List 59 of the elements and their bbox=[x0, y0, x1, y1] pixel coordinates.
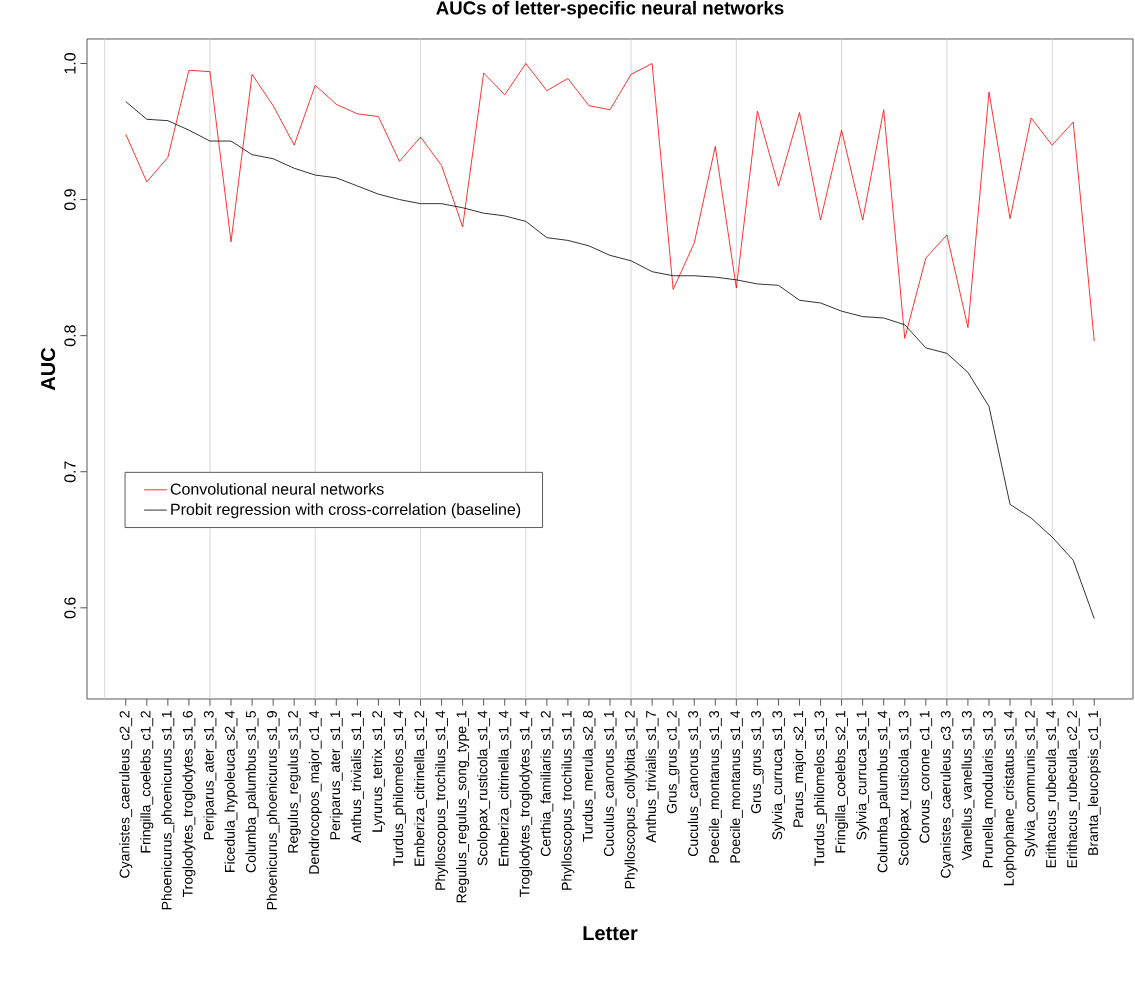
x-tick-label: Fringilla_coelebs_c1_2 bbox=[140, 711, 154, 853]
x-tick-label: Phylloscopus_trochilus_s1_4 bbox=[435, 710, 449, 890]
x-tick-label: Troglodytes_troglodytes_s1_6 bbox=[182, 711, 196, 898]
x-tick-label: Periparus_ater_s1_3 bbox=[203, 711, 217, 840]
x-tick-label: Anthus_trivialis_s1_1 bbox=[350, 711, 364, 843]
line-series bbox=[125, 101, 1095, 620]
legend-label: Probit regression with cross-correlation (baseline) bbox=[171, 503, 521, 519]
x-tick-label: Regulus_regulus_song_type_1 bbox=[456, 711, 470, 903]
x-tick-label: Dendrocopos_major_c1_4 bbox=[308, 710, 322, 874]
x-tick-label: Prunella_modularis_s1_3 bbox=[982, 711, 996, 868]
x-tick-label: Columba_palumbus_s1_5 bbox=[245, 711, 259, 873]
x-tick-label: Phylloscopus_trochilus_s1_1 bbox=[561, 711, 575, 890]
x-tick-label: Ficedula_hypoleuca_s2_4 bbox=[224, 710, 238, 872]
x-tick-label: Poecile_montanus_s1_4 bbox=[729, 710, 743, 863]
x-tick-label: Corvus_corone_c1_1 bbox=[919, 711, 933, 843]
x-tick-label: Sylvia_communis_s1_2 bbox=[1024, 711, 1038, 857]
x-tick-label: Fringilla_coelebs_s2_1 bbox=[835, 711, 849, 853]
x-tick-label: Phylloscopus_collybita_s1_2 bbox=[624, 711, 638, 889]
y-axis-title: AUC bbox=[40, 347, 56, 391]
x-tick-label: Lophophane_cristatus_s1_4 bbox=[1003, 710, 1017, 886]
x-tick-label: Columba_palumbus_s1_4 bbox=[877, 710, 891, 873]
x-tick-label: Parus_major_s2_1 bbox=[792, 711, 807, 827]
x-tick-label: Grus_grus_c1_2 bbox=[666, 711, 680, 814]
x-tick-label: Poecile_montanus_s1_3 bbox=[708, 711, 722, 863]
x-tick-label: Lyrurus_tetrix_s1_2 bbox=[371, 711, 385, 832]
x-tick-label: Sylvia_curruca_s1_3 bbox=[771, 711, 785, 840]
y-tick-label: 1.0 bbox=[64, 52, 76, 74]
y-tick-label: 0.6 bbox=[64, 597, 76, 619]
legend-label: Convolutional neural networks bbox=[170, 483, 384, 495]
x-tick-label: Scolopax_rusticola_s1_3 bbox=[898, 711, 912, 866]
x-tick-label: Periparus_ater_s1_1 bbox=[329, 711, 343, 840]
x-tick-label: Erithacus_rubecula_s1_4 bbox=[1045, 710, 1059, 868]
x-tick-label: Branta_leucopsis_c1_1 bbox=[1087, 711, 1101, 855]
y-tick-label: 0.7 bbox=[64, 461, 76, 483]
x-tick-label: Turdus_philomelos_s1_4 bbox=[392, 710, 406, 866]
x-tick-label: Cuculus_canorus_s1_3 bbox=[687, 711, 701, 856]
x-axis-title: Letter bbox=[583, 926, 638, 941]
x-tick-label: Scolopax_rusticola_s1_4 bbox=[477, 710, 491, 866]
x-tick-label: Cyanistes_caeruleus_c3_3 bbox=[940, 711, 954, 878]
x-tick-label: Troglodytes_troglodytes_s1_4 bbox=[519, 710, 533, 898]
x-tick-label: Vanellus_vanellus_s1_3 bbox=[961, 711, 975, 861]
x-tick-label: Cuculus_canorus_s1_1 bbox=[603, 711, 617, 856]
x-tick-label: Phoenicurus_phoenicurus_s1_9 bbox=[266, 711, 280, 910]
x-tick-label: Sylvia_curruca_s1_1 bbox=[856, 711, 870, 840]
x-tick-label: Phoenicurus_phoenicurus_s1_1 bbox=[161, 711, 175, 910]
y-tick-label: 0.8 bbox=[64, 325, 76, 347]
x-tick-label: Certhia_familiaris_s1_2 bbox=[540, 711, 554, 856]
x-tick-label: Emberiza_citrinella_s1_4 bbox=[498, 710, 512, 866]
x-tick-label: Emberiza_citrinella_s1_2 bbox=[414, 711, 427, 866]
x-tick-label: Erithacus_rubecula_c2_2 bbox=[1066, 711, 1080, 868]
x-tick-label: Cyanistes_caeruleus_c2_2 bbox=[119, 711, 133, 878]
x-tick-label: Regulus_regulus_s1_2 bbox=[287, 711, 301, 853]
chart-title: AUCs of letter-specific neural networks bbox=[436, 0, 784, 19]
y-tick-label: 0.9 bbox=[64, 189, 76, 211]
line-series bbox=[125, 63, 1095, 342]
x-tick-label: Grus_grus_s1_3 bbox=[751, 710, 764, 814]
x-tick-label: Turdus_merula_s2_8 bbox=[582, 711, 596, 842]
x-tick-label: Turdus_philomelos_s1_3 bbox=[814, 711, 828, 866]
x-tick-label: Anthus_trivialis_s1_7 bbox=[645, 711, 659, 843]
